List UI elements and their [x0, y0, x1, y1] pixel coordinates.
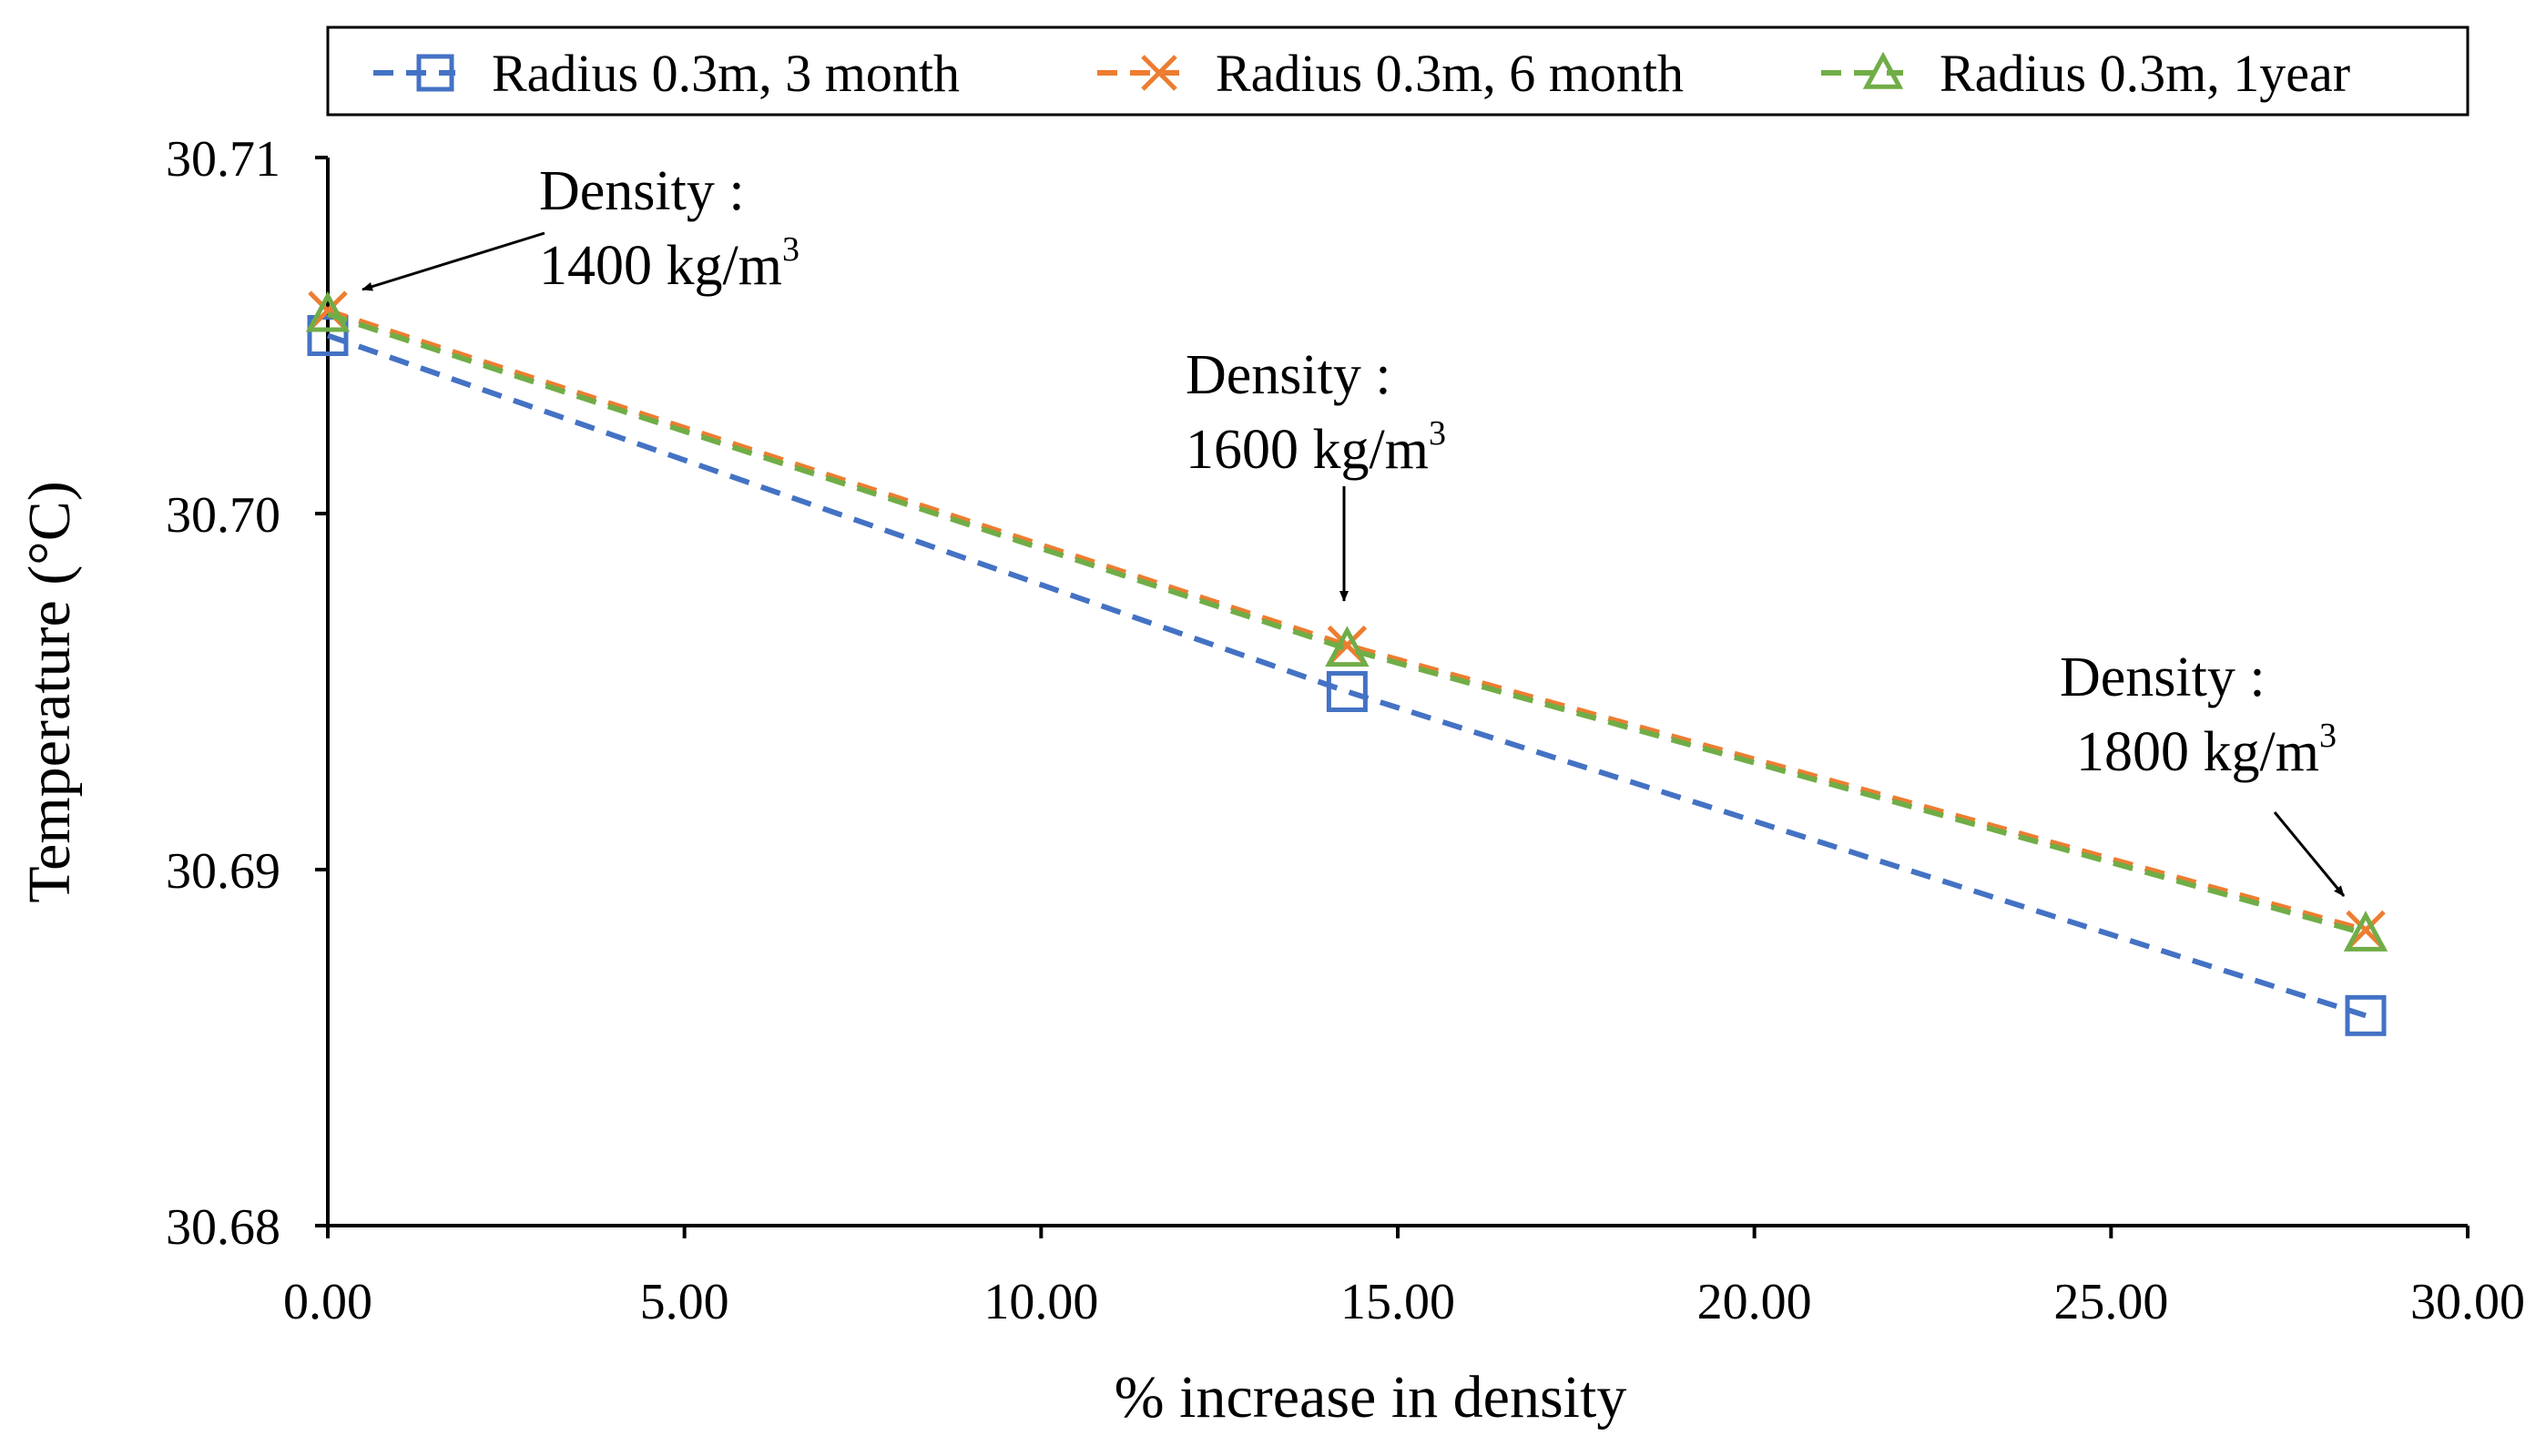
- series-layer: [305, 290, 2388, 1036]
- y-tick-label: 30.70: [166, 487, 280, 544]
- annotation-value: 1400 kg/m3: [539, 230, 799, 297]
- annotation-label: Density :: [1186, 344, 1391, 406]
- legend-box: [326, 25, 2470, 117]
- x-axis-title: % increase in density: [1115, 1364, 1627, 1431]
- x-tick-label: 25.00: [2053, 1274, 2168, 1330]
- series-1: [307, 315, 2387, 1036]
- data-point: [1326, 671, 1368, 712]
- annotation-value: 1800 kg/m3: [2076, 717, 2337, 783]
- legend: Radius 0.3m, 3 month Radius 0.3m, 6 month…: [326, 25, 2470, 117]
- legend-label: Radius 0.3m, 1year: [1940, 44, 2350, 103]
- x-tick-label: 30.00: [2410, 1274, 2525, 1330]
- legend-marker: [1862, 51, 1904, 89]
- annotation-label: Density :: [2060, 647, 2266, 708]
- series-3: [305, 290, 2388, 952]
- x-tick-label: 20.00: [1697, 1274, 1812, 1330]
- legend-label: Radius 0.3m, 3 month: [492, 44, 960, 103]
- x-tick-label: 10.00: [983, 1274, 1098, 1330]
- annotation-label: Density :: [539, 160, 745, 222]
- data-point: [2345, 994, 2387, 1036]
- legend-item: Radius 0.3m, 1year: [1821, 44, 2350, 103]
- data-point: [1325, 626, 1370, 667]
- y-tick-label: 30.71: [166, 131, 280, 188]
- annotation-value: 1600 kg/m3: [1186, 414, 1446, 481]
- density-annotation: Density : 1800 kg/m3: [2060, 647, 2346, 897]
- x-tick-label: 5.00: [640, 1274, 729, 1330]
- annotation-arrow: [2273, 811, 2346, 897]
- density-annotation: Density : 1600 kg/m3: [1186, 344, 1446, 602]
- series-line: [327, 311, 2367, 937]
- density-annotation: Density : 1400 kg/m3: [362, 160, 799, 297]
- series-line: [327, 308, 2367, 933]
- y-tick-label: 30.68: [166, 1199, 280, 1256]
- legend-item: Radius 0.3m, 6 month: [1097, 44, 1684, 103]
- legend-marker: [1141, 55, 1177, 91]
- data-point: [305, 290, 351, 332]
- annotation-superscript: 3: [1429, 414, 1446, 453]
- annotation-arrow: [362, 231, 545, 291]
- data-point: [307, 315, 349, 356]
- y-tick-label: 30.69: [166, 843, 280, 900]
- x-tick-label: 15.00: [1340, 1274, 1455, 1330]
- annotation-superscript: 3: [782, 230, 799, 269]
- legend-label: Radius 0.3m, 6 month: [1216, 44, 1684, 103]
- axes: 0.00 5.00 10.00 15.00 20.00 25.00 30.00 30.68 3…: [166, 131, 2525, 1330]
- x-tick-label: 0.00: [283, 1274, 372, 1330]
- y-axis-title: Temperature (°C): [16, 481, 83, 902]
- annotation-superscript: 3: [2319, 717, 2337, 755]
- legend-item: Radius 0.3m, 3 month: [373, 44, 960, 103]
- data-point: [2343, 911, 2388, 952]
- legend-marker: [416, 54, 454, 92]
